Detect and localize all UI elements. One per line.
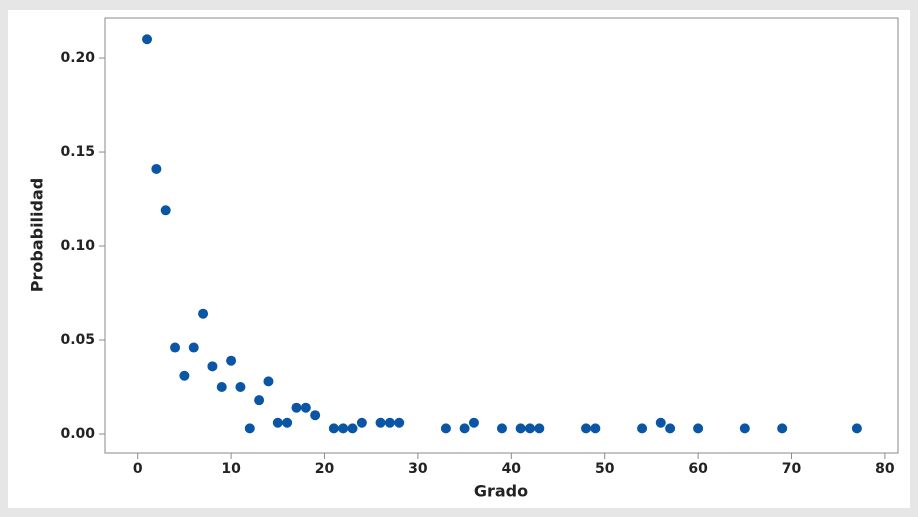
point — [440, 423, 451, 434]
y-tick-label: 0.20 — [60, 50, 95, 66]
point — [665, 423, 676, 434]
y-axis-title: Probabilidad — [28, 178, 47, 292]
point — [739, 423, 750, 434]
point — [142, 34, 153, 45]
point — [655, 417, 666, 428]
point — [244, 423, 255, 434]
y-tick-label: 0.15 — [60, 144, 95, 160]
point — [693, 423, 704, 434]
x-tick-label: 0 — [133, 461, 143, 477]
y-tick-label: 0.05 — [60, 332, 95, 348]
plot-frame — [104, 17, 899, 454]
point — [590, 423, 601, 434]
x-tick-label: 60 — [688, 461, 708, 477]
point — [375, 417, 386, 428]
point — [207, 361, 218, 372]
point — [777, 423, 788, 434]
x-tick-label: 40 — [502, 461, 522, 477]
point — [235, 382, 246, 393]
x-tick-label: 20 — [315, 461, 335, 477]
point — [188, 342, 199, 353]
x-tick-label: 50 — [595, 461, 615, 477]
point — [216, 382, 227, 393]
point — [300, 402, 311, 413]
point — [282, 417, 293, 428]
point — [534, 423, 545, 434]
point — [581, 423, 592, 434]
point — [515, 423, 526, 434]
point — [291, 402, 302, 413]
point — [263, 376, 274, 387]
x-axis-title: Grado — [474, 482, 528, 501]
point — [226, 355, 237, 366]
y-tick-label: 0.00 — [60, 426, 95, 442]
point — [384, 417, 395, 428]
point — [468, 417, 479, 428]
y-tick-label: 0.10 — [60, 238, 95, 254]
point — [151, 163, 162, 174]
point — [160, 205, 171, 216]
point — [310, 410, 321, 421]
point — [347, 423, 358, 434]
x-tick-label: 30 — [408, 461, 428, 477]
x-tick-label: 10 — [221, 461, 241, 477]
point — [328, 423, 339, 434]
point — [459, 423, 470, 434]
point — [637, 423, 648, 434]
point — [496, 423, 507, 434]
point — [356, 417, 367, 428]
point — [394, 417, 405, 428]
point — [179, 370, 190, 381]
x-tick-label: 80 — [875, 461, 895, 477]
point — [851, 423, 862, 434]
point — [170, 342, 181, 353]
x-tick-label: 70 — [782, 461, 802, 477]
point — [338, 423, 349, 434]
point — [254, 395, 265, 406]
point — [524, 423, 535, 434]
point — [198, 308, 209, 319]
point — [272, 417, 283, 428]
